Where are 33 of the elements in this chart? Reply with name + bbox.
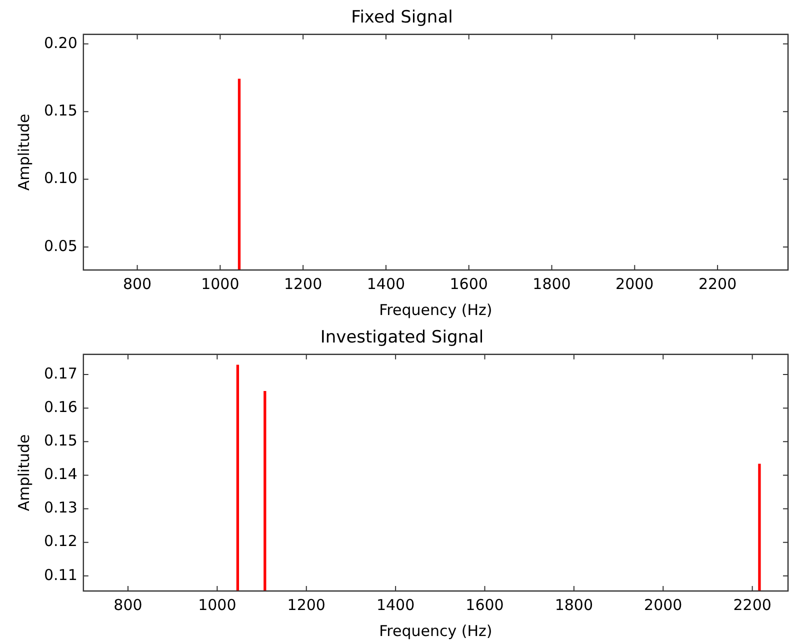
y-axis-title: Amplitude xyxy=(14,434,33,512)
y-tick-label: 0.15 xyxy=(44,432,78,450)
y-tick-label: 0.12 xyxy=(44,532,78,550)
y-tick-label: 0.16 xyxy=(44,398,78,416)
y-tick-label: 0.11 xyxy=(44,566,78,584)
y-axis-title: Amplitude xyxy=(14,114,33,191)
x-tick-label: 1000 xyxy=(201,274,240,293)
x-tick-label: 1600 xyxy=(450,274,488,293)
x-tick-label: 2000 xyxy=(644,596,682,614)
y-tick-label: 0.15 xyxy=(44,101,78,120)
x-tick-label: 800 xyxy=(122,274,152,293)
y-tick-label: 0.17 xyxy=(44,364,78,382)
y-tick-label: 0.14 xyxy=(44,465,78,484)
x-tick-label: 2200 xyxy=(698,274,737,293)
x-tick-label: 1400 xyxy=(376,596,415,614)
y-tick-label: 0.20 xyxy=(44,34,78,52)
x-tick-label: 1400 xyxy=(366,274,406,293)
x-tick-label: 1200 xyxy=(287,596,326,614)
x-tick-label: 1800 xyxy=(532,274,571,293)
y-tick-label: 0.13 xyxy=(44,498,78,517)
x-axis-title: Frequency (Hz) xyxy=(379,300,492,319)
x-tick-label: 1800 xyxy=(554,596,594,614)
chart-title: Fixed Signal xyxy=(351,8,453,28)
x-axis-title: Frequency (Hz) xyxy=(379,622,492,640)
chart-title: Investigated Signal xyxy=(320,328,484,348)
x-tick-label: 1200 xyxy=(284,274,322,293)
x-tick-label: 2000 xyxy=(616,274,654,293)
x-tick-label: 2200 xyxy=(733,596,772,614)
y-tick-label: 0.05 xyxy=(44,236,78,255)
x-tick-label: 1600 xyxy=(466,596,504,614)
x-tick-label: 800 xyxy=(114,596,142,614)
y-tick-label: 0.10 xyxy=(44,169,78,188)
x-tick-label: 1000 xyxy=(198,596,236,614)
